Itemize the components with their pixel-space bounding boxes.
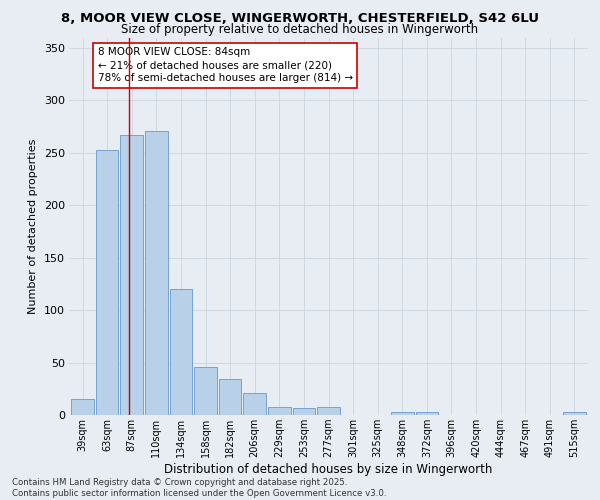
Text: 8, MOOR VIEW CLOSE, WINGERWORTH, CHESTERFIELD, S42 6LU: 8, MOOR VIEW CLOSE, WINGERWORTH, CHESTER…	[61, 12, 539, 26]
Bar	[96, 150, 118, 415]
Bar	[121, 135, 143, 415]
X-axis label: Distribution of detached houses by size in Wingerworth: Distribution of detached houses by size …	[164, 463, 493, 476]
Bar	[170, 289, 192, 415]
Bar	[194, 367, 217, 415]
Bar	[244, 393, 266, 415]
Text: Size of property relative to detached houses in Wingerworth: Size of property relative to detached ho…	[121, 22, 479, 36]
Bar	[416, 412, 438, 415]
Y-axis label: Number of detached properties: Number of detached properties	[28, 138, 38, 314]
Bar	[563, 412, 586, 415]
Bar	[293, 408, 315, 415]
Bar	[317, 406, 340, 415]
Text: 8 MOOR VIEW CLOSE: 84sqm
← 21% of detached houses are smaller (220)
78% of semi-: 8 MOOR VIEW CLOSE: 84sqm ← 21% of detach…	[98, 47, 353, 84]
Bar	[71, 400, 94, 415]
Bar	[268, 406, 290, 415]
Text: Contains HM Land Registry data © Crown copyright and database right 2025.
Contai: Contains HM Land Registry data © Crown c…	[12, 478, 386, 498]
Bar	[145, 131, 167, 415]
Bar	[219, 380, 241, 415]
Bar	[391, 412, 413, 415]
